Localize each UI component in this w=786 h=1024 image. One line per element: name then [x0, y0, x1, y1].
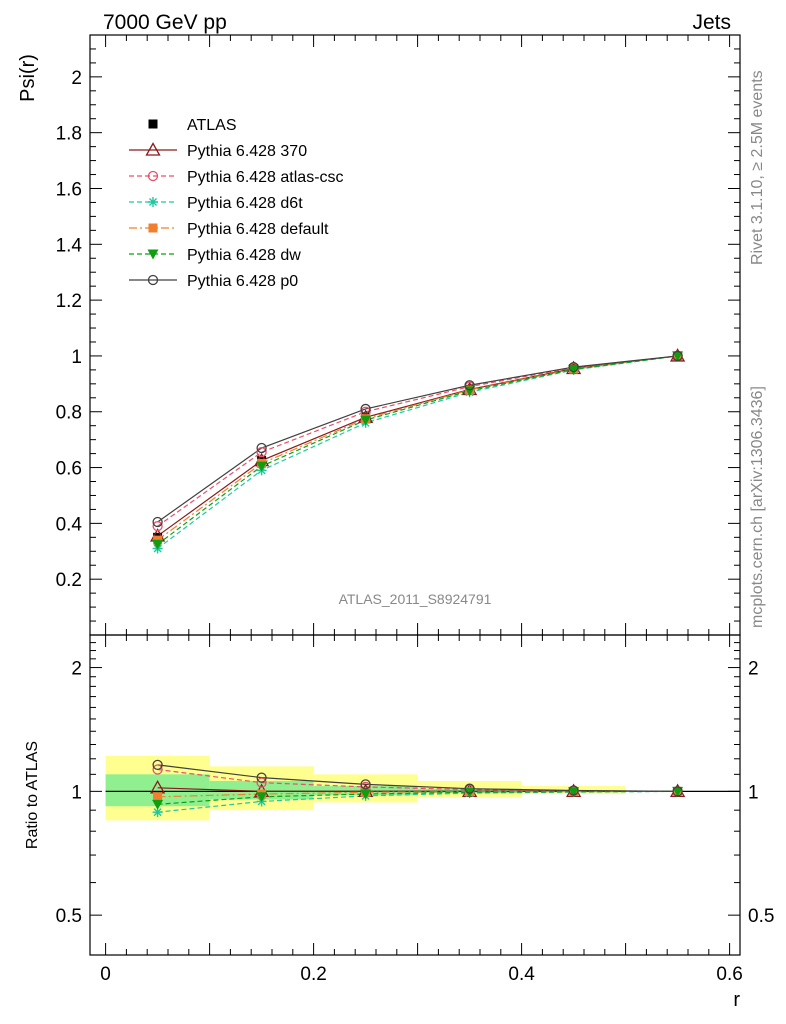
- bottom-y-axis-label: Ratio to ATLAS: [24, 741, 41, 849]
- legend-marker: [148, 197, 158, 207]
- top-y-tick-label: 0.4: [56, 514, 83, 535]
- ratio-data-point: [360, 789, 372, 800]
- main-plot: 0.2 0.4 0.6 0.8 1 1.2 1.4 1.6 1.8 2: [56, 34, 741, 636]
- ratio-data-point: [256, 792, 268, 803]
- top-series-line: [157, 355, 678, 541]
- ratio-series-line: [157, 790, 678, 805]
- ratio-data-point: [464, 783, 475, 794]
- legend-entry: Pythia 6.428 atlas-csc: [187, 169, 344, 186]
- top-data-point: [464, 380, 475, 391]
- top-y-tick-label: 1.2: [56, 291, 82, 312]
- top-y-tick-label: 0.6: [56, 459, 82, 480]
- legend-entry: Pythia 6.428 default: [187, 221, 329, 238]
- legend-marker: [148, 119, 158, 129]
- top-data-point: [360, 403, 371, 415]
- top-data-point: [672, 351, 684, 362]
- top-data-point: [568, 361, 579, 373]
- legend-entry: Pythia 6.428 p0: [187, 273, 298, 290]
- legend-marker: [145, 142, 161, 156]
- ratio-data-point: [256, 777, 267, 788]
- top-data-point: [256, 442, 267, 454]
- top-y-tick-label: 0.8: [56, 403, 82, 424]
- legend-entry: Pythia 6.428 d6t: [187, 195, 303, 212]
- top-data-point: [256, 447, 267, 458]
- x-tick-label: 0.2: [300, 964, 326, 985]
- ratio-data-point: [672, 786, 683, 797]
- legend-entry: Pythia 6.428 370: [187, 143, 307, 160]
- ratio-y-tick-label-right: 1: [748, 782, 759, 803]
- legend: ATLAS Pythia 6.428 370 Pythia 6.428 atlas-…: [129, 117, 344, 290]
- top-y-tick-label: 1.8: [56, 124, 82, 145]
- ratio-y-tick-label: 1: [71, 782, 82, 803]
- top-y-tick-label: 1: [71, 347, 82, 368]
- legend-marker: [147, 274, 159, 286]
- ratio-data-point: [153, 792, 163, 802]
- mcplots-label: mcplots.cern.ch [arXiv:1306.3436]: [749, 386, 766, 628]
- top-y-tick-label: 1.6: [56, 179, 82, 200]
- ratio-data-point: [256, 772, 267, 783]
- ratio-y-tick-label: 2: [71, 659, 82, 680]
- legend-entry: ATLAS: [187, 117, 237, 134]
- ratio-data-point: [152, 764, 163, 775]
- top-series-line: [157, 355, 678, 549]
- ratio-data-point: [152, 807, 163, 818]
- ratio-data-point: [152, 759, 163, 770]
- top-series-line: [157, 355, 678, 545]
- top-data-point: [256, 461, 268, 472]
- top-series-line: [157, 355, 678, 527]
- top-y-tick-label: 0.2: [56, 570, 82, 591]
- top-y-tick-label: 2: [71, 68, 82, 89]
- legend-marker: [148, 223, 158, 233]
- x-axis-label: r: [733, 989, 740, 1011]
- ratio-data-point: [360, 779, 371, 790]
- top-series-line: [157, 355, 678, 537]
- ratio-data-point: [568, 787, 580, 798]
- top-data-point: [152, 521, 163, 532]
- top-data-point: [360, 415, 372, 426]
- header-left: 7000 GeV pp: [103, 11, 227, 34]
- ratio-plot: 0.5 0.5 1 1 2 2 0 0.2 0.4 0.6: [56, 634, 774, 985]
- legend-marker: [147, 170, 159, 182]
- legend-entry: Pythia 6.428 dw: [187, 247, 301, 264]
- x-tick-label: 0: [100, 964, 111, 985]
- ratio-y-tick-label-right: 2: [748, 659, 759, 680]
- bottom-frame: [89, 634, 741, 956]
- analysis-label: ATLAS_2011_S8924791: [339, 591, 492, 607]
- ratio-series-line: [157, 764, 678, 792]
- x-tick-label: 0.6: [716, 964, 742, 985]
- top-y-axis-label: Psi(r): [17, 54, 39, 102]
- ratio-data-point: [568, 785, 579, 796]
- top-series-line: [157, 355, 678, 523]
- ratio-data-point: [672, 786, 684, 797]
- ratio-y-tick-label-right: 0.5: [748, 906, 774, 927]
- legend-marker: [147, 249, 159, 260]
- ratio-data-point: [152, 799, 164, 810]
- top-y-tick-label: 1.4: [56, 235, 83, 256]
- top-data-point: [152, 516, 163, 528]
- rivet-label: Rivet 3.1.10, ≥ 2.5M events: [749, 70, 766, 265]
- top-data-point: [568, 364, 580, 375]
- top-data-point: [672, 350, 683, 362]
- ratio-y-tick-label: 0.5: [56, 906, 82, 927]
- top-data-point: [152, 539, 164, 550]
- x-tick-label: 0.4: [508, 964, 535, 985]
- header-right: Jets: [692, 11, 731, 34]
